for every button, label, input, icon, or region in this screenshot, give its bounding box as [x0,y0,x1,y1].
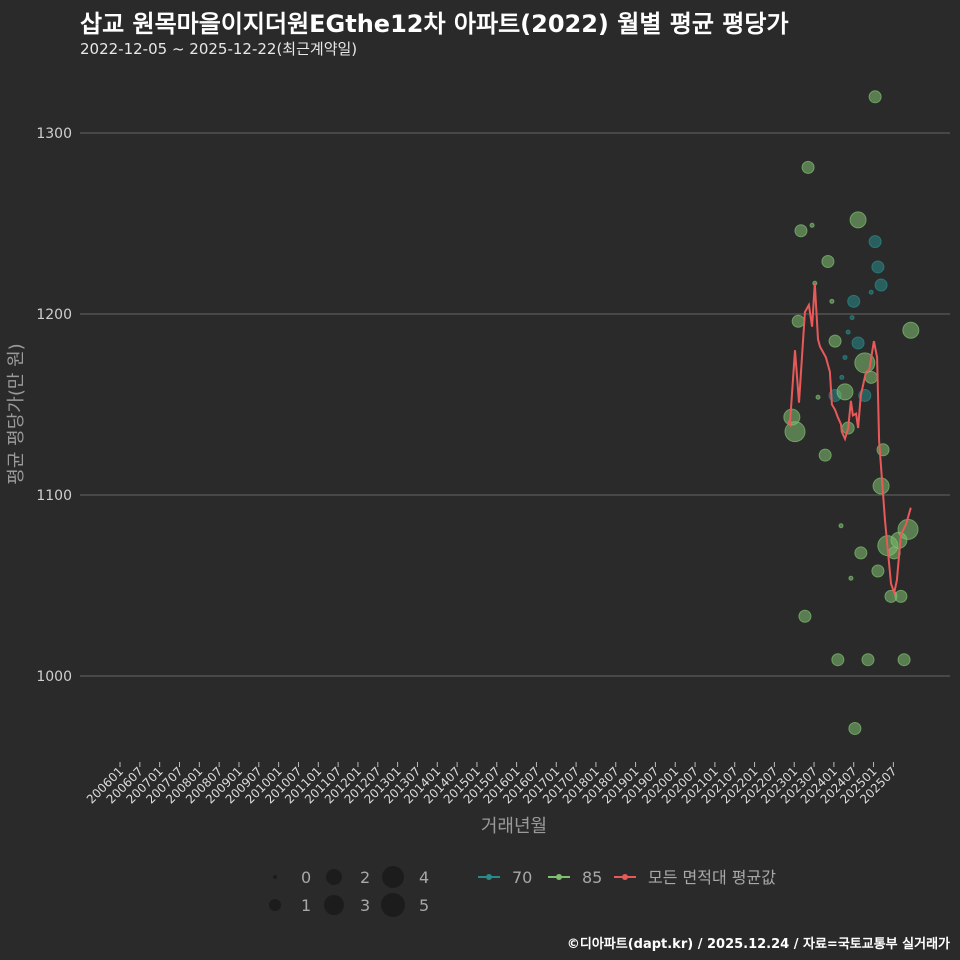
legend: 0 1 2 3 4 5 70 85 모든 면적대 평균값 [269,866,776,917]
data-point-85 [871,564,885,578]
data-point-85 [848,575,854,581]
data-point-85 [836,383,854,401]
chart-title: 삽교 원목마을이지더원EGthe12차 아파트(2022) 월별 평균 평당가 [80,10,789,38]
legend-series-marker [622,874,628,880]
legend-size-5 [381,893,405,917]
legend-series-marker [556,874,562,880]
data-point-85 [798,609,812,623]
data-point-85 [791,314,805,328]
legend-size-label: 5 [419,896,429,915]
data-point-85 [794,224,808,238]
data-point-85 [838,523,844,529]
data-point-85 [829,298,835,304]
data-point-85 [854,546,868,560]
data-point-85 [848,721,862,735]
data-point-85 [818,448,832,462]
legend-size-0 [273,875,277,879]
y-axis-label: 평균 평당가(만 원) [6,343,27,484]
legend-size-label: 1 [301,896,311,915]
data-point-70 [874,278,888,292]
legend-size-label: 4 [419,868,429,887]
data-point-70 [849,315,855,321]
data-point-70 [851,336,865,350]
average-line [787,283,912,597]
data-point-70 [871,260,885,274]
data-point-85 [849,211,867,229]
data-point-85 [894,589,908,603]
y-tick-label: 1200 [36,307,72,323]
data-point-70 [845,329,851,335]
legend-size-label: 0 [301,868,311,887]
x-axis-label: 거래년월 [481,816,547,837]
data-point-70 [842,354,848,360]
data-point-70 [868,235,882,249]
legend-series-marker [486,874,492,880]
legend-size-label: 2 [360,868,370,887]
data-point-85 [815,394,821,400]
chart-subtitle: 2022-12-05 ~ 2025-12-22(최근계약일) [80,40,358,58]
legend-series-label: 70 [512,868,532,887]
data-point-85 [801,160,815,174]
y-tick-label: 1000 [36,669,72,685]
legend-series-label: 85 [582,868,602,887]
data-point-70 [868,289,874,295]
data-point-85 [831,653,845,667]
data-point-85 [828,334,842,348]
legend-size-label: 3 [360,896,370,915]
data-point-85 [821,255,835,269]
legend-size-3 [324,895,344,915]
data-point-85 [809,222,815,228]
y-tick-label: 1100 [36,488,72,504]
footer-credit: ©디아파트(dapt.kr) / 2025.12.24 / 자료=국토교통부 실… [566,937,950,952]
legend-series-label: 모든 면적대 평균값 [648,868,776,887]
legend-size-4 [382,866,404,888]
data-point-70 [847,294,861,308]
data-point-85 [864,370,878,384]
data-point-85 [897,653,911,667]
data-point-85 [868,90,882,104]
data-point-85 [861,653,875,667]
legend-size-2 [326,869,342,885]
data-point-85 [902,321,920,339]
data-point-70 [839,374,845,380]
data-point-85 [784,421,806,443]
legend-size-1 [269,899,281,911]
y-tick-label: 1300 [36,126,72,142]
